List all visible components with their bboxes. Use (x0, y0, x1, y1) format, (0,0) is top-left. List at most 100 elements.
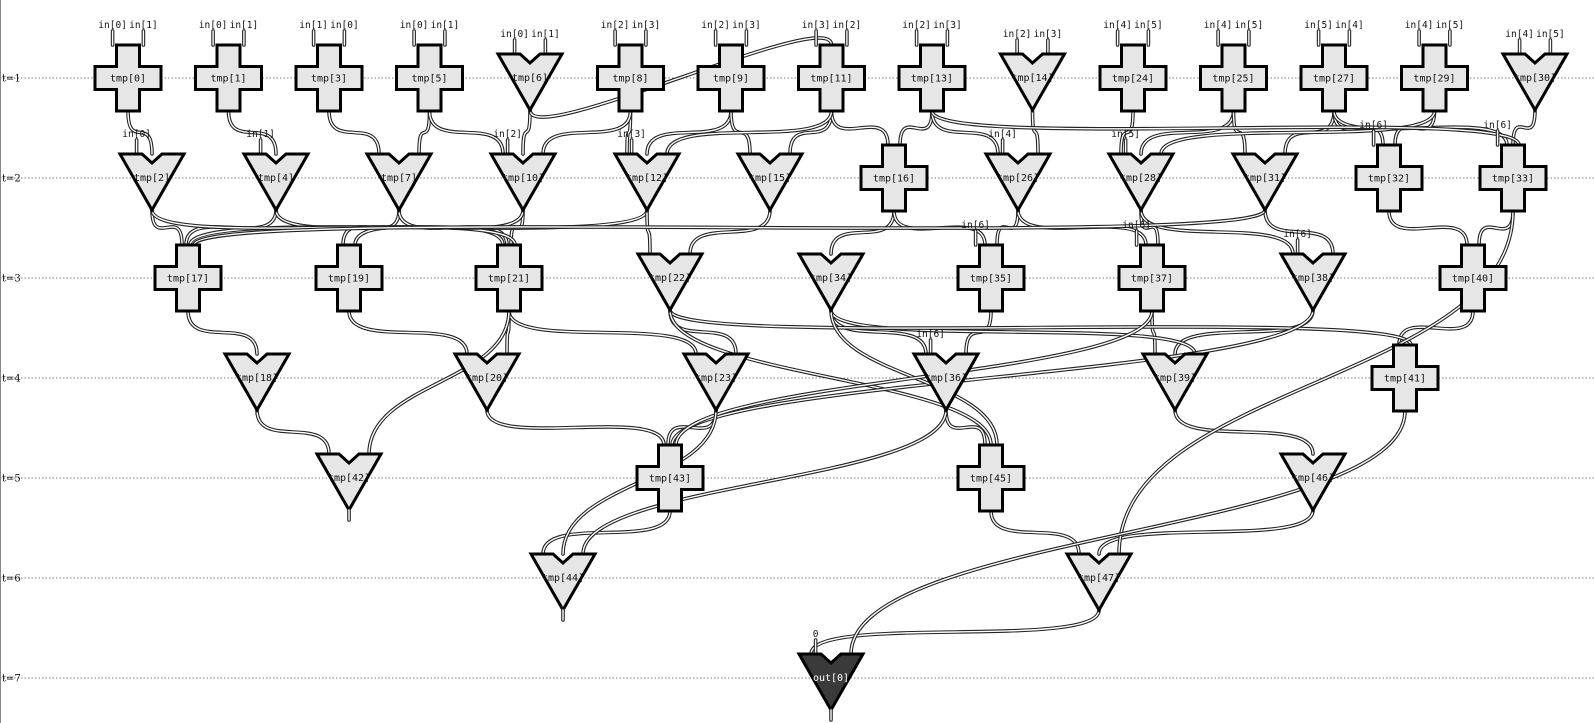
gate-tmp43: tmp[43] (635, 443, 705, 513)
input-label: in[6] (1359, 120, 1388, 131)
wire (1387, 209, 1469, 247)
input-label: in[2] (902, 20, 931, 31)
gate-tmp4: in[1] tmp[4] (241, 129, 311, 214)
and-gate-shape (1140, 352, 1210, 414)
gate-label: tmp[11] (810, 74, 852, 85)
and-gate-shape (1064, 552, 1134, 614)
gate-label: tmp[33] (1492, 174, 1534, 185)
wire (1263, 208, 1335, 256)
gate-label: tmp[23] (695, 373, 737, 384)
wire (541, 509, 672, 556)
wire (1173, 408, 1315, 456)
gate-tmp44: tmp[44] (528, 552, 598, 622)
gate-label: tmp[6] (512, 73, 548, 84)
gate-tmp26: in[4] tmp[26] (983, 129, 1053, 214)
gate-label: tmp[39] (1154, 373, 1196, 384)
gate-label: tmp[47] (1078, 573, 1120, 584)
input-label: in[6] (1122, 220, 1151, 231)
input-label: in[3] (617, 129, 646, 140)
wire (625, 109, 633, 156)
input-label: in[4] (988, 129, 1017, 140)
xor-gate-shape (859, 143, 929, 213)
gate-tmp1: in[0] in[1] tmp[1] (194, 20, 263, 113)
time-step-label: t=4 (2, 374, 21, 385)
wire (1173, 308, 1315, 356)
and-gate-shape (1106, 152, 1176, 214)
xor-gate-shape (1478, 143, 1548, 213)
input-label: in[3] (933, 20, 962, 31)
input-label: in[5] (1304, 20, 1333, 31)
input-label: in[6] (1283, 229, 1312, 240)
input-label: in[5] (1111, 129, 1140, 140)
xor-gate-shape (314, 243, 384, 313)
input-label: in[2] (601, 20, 630, 31)
xor-gate-shape (897, 43, 967, 113)
gate-label: tmp[32] (1368, 174, 1410, 185)
wire (930, 109, 1000, 156)
input-label: in[4] (1204, 20, 1233, 31)
input-label: in[1] (531, 29, 560, 40)
wire (944, 408, 987, 447)
wire (1150, 309, 1157, 356)
wire (688, 208, 772, 256)
input-label: in[2] (701, 20, 730, 31)
xor-gate-shape (1438, 243, 1508, 313)
wire (150, 208, 184, 247)
wire (674, 309, 1154, 447)
input-label: in[5] (1536, 29, 1565, 40)
xor-gate-shape (194, 43, 263, 113)
gate-tmp39: tmp[39] (1140, 352, 1210, 414)
gate-label: tmp[37] (1131, 274, 1173, 285)
gate-tmp11: in[3] in[2] tmp[11] (797, 20, 866, 113)
gate-tmp6: in[0] in[1] tmp[6] (495, 29, 565, 114)
gate-tmp12: in[3] tmp[12] (612, 129, 682, 214)
gate-tmp32: in[6] tmp[32] (1354, 120, 1424, 213)
input-label: in[1] (129, 20, 158, 31)
gate-label: tmp[4] (258, 173, 294, 184)
gate-label: tmp[10] (502, 173, 544, 184)
gate-tmp9: in[2] in[3] tmp[9] (696, 20, 766, 113)
xor-gate-shape (153, 243, 223, 313)
gate-tmp17: tmp[17] (153, 243, 223, 313)
xor-gate-shape (596, 43, 665, 113)
gate-label: tmp[13] (911, 74, 953, 85)
gate-tmp8: in[2] in[3] tmp[8] (596, 20, 665, 113)
wire (367, 309, 511, 456)
gate-label: tmp[9] (713, 74, 749, 85)
and-gate-shape (222, 352, 292, 414)
wire (665, 109, 834, 156)
input-label: in[0] (199, 20, 228, 31)
gate-label: tmp[43] (649, 474, 691, 485)
wire (1511, 108, 1537, 147)
gate-tmp5: in[0] in[1] tmp[5] (395, 20, 464, 113)
wire (581, 408, 948, 556)
gate-label: tmp[25] (1212, 74, 1254, 85)
gate-tmp47: tmp[47] (1064, 552, 1134, 614)
time-step-label: t=7 (2, 674, 21, 685)
input-label: in[3] (1034, 29, 1063, 40)
wire (1397, 309, 1475, 347)
xor-gate-shape (1098, 43, 1168, 113)
and-gate-shape (1230, 152, 1300, 214)
gate-tmp10: in[2] tmp[10] (488, 129, 558, 214)
wire (427, 109, 505, 156)
and-gate-shape (796, 252, 866, 314)
input-label: in[6] (1483, 120, 1512, 131)
gate-tmp14: in[2] in[3] tmp[14] (997, 29, 1068, 114)
gate-tmp30: in[4] in[5] tmp[30] (1500, 29, 1570, 114)
and-gate-shape (495, 52, 565, 114)
and-gate-shape (364, 152, 434, 214)
gate-label: tmp[21] (488, 274, 530, 285)
wire (347, 309, 469, 356)
gate-tmp46: tmp[46] (1278, 452, 1348, 514)
gate-tmp45: tmp[45] (956, 443, 1026, 513)
wire (485, 408, 666, 447)
wire (1139, 208, 1295, 256)
wire (930, 109, 1521, 147)
gate-tmp0: in[0] in[1] tmp[0] (93, 20, 163, 113)
gate-label: tmp[7] (381, 173, 417, 184)
input-label: in[3] (632, 20, 661, 31)
gate-tmp38: in[6] tmp[38] (1278, 229, 1348, 314)
